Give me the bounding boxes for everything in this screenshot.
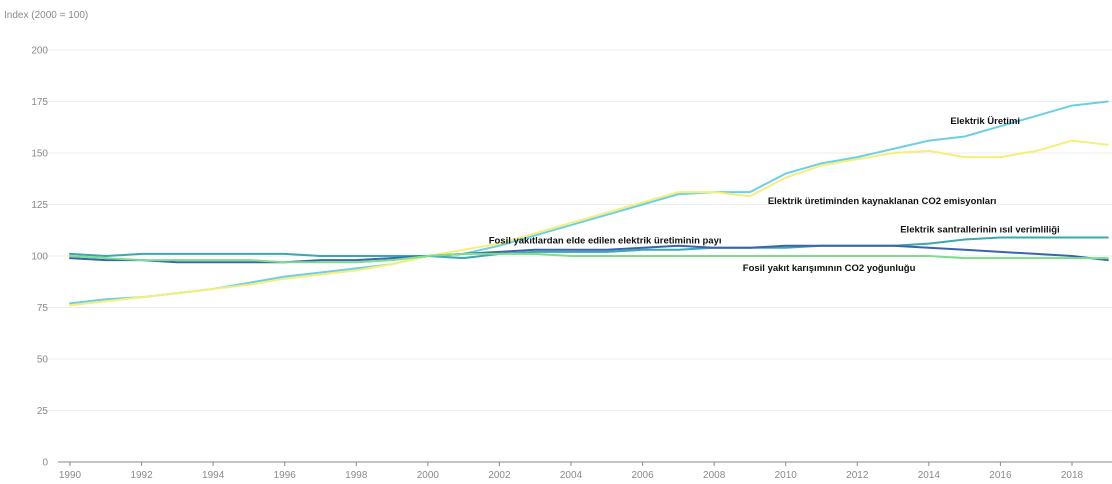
x-tick-label: 1992 [130, 470, 153, 481]
y-tick-label: 125 [31, 200, 48, 211]
x-tick-label: 2010 [775, 470, 798, 481]
y-tick-label: 50 [37, 355, 49, 366]
y-tick-label: 175 [31, 97, 48, 108]
x-tick-label: 1996 [274, 470, 297, 481]
y-tick-label: 100 [31, 252, 48, 263]
x-tick-label: 2016 [989, 470, 1012, 481]
y-tick-label: 200 [31, 46, 48, 57]
grid-lines [40, 49, 1112, 411]
series-lines [69, 100, 1109, 307]
x-tick-label: 2014 [918, 470, 941, 481]
series-label-4: Fosil yakıtlardan elde edilen elektrik ü… [489, 235, 722, 246]
x-tick-label: 2002 [488, 470, 511, 481]
series-label-2: Elektrik üretiminden kaynaklanan CO2 emi… [768, 196, 997, 207]
x-tick-label: 1998 [345, 470, 368, 481]
series-label-1: Elektrik Üretimi [950, 116, 1020, 127]
y-tick-label: 25 [37, 406, 49, 417]
x-tick-label: 1990 [59, 470, 82, 481]
y-axis-title: Index (2000 = 100) [4, 10, 88, 21]
x-tick-labels: 1990 1992 1994 1996 1998 2000 2002 2004 2006 2008… [59, 462, 1084, 481]
series-line-3 [69, 236, 1109, 260]
x-tick-label: 2008 [703, 470, 726, 481]
x-tick-label: 1994 [202, 470, 225, 481]
series-line-1 [69, 100, 1109, 305]
y-tick-label: 150 [31, 149, 48, 160]
x-tick-label: 2006 [631, 470, 654, 481]
x-tick-label: 2000 [417, 470, 440, 481]
x-tick-label: 2018 [1061, 470, 1084, 481]
series-label-5: Fosil yakıt karışımının CO2 yoğunluğu [743, 263, 916, 274]
series-line-2 [69, 139, 1109, 307]
series-line-4 [69, 244, 1109, 264]
x-tick-label: 2004 [560, 470, 583, 481]
series-label-3: Elektrik santrallerinin ısıl verimliliği [900, 224, 1059, 235]
y-tick-label: 0 [42, 458, 48, 469]
series-line-5 [69, 252, 1109, 264]
series-labels: Elektrik Üretimi Elektrik üretiminden kay… [489, 116, 1060, 274]
y-tick-label: 75 [37, 303, 49, 314]
x-tick-label: 2012 [846, 470, 869, 481]
y-tick-labels: 0 25 50 75 100 125 150 175 200 [31, 46, 48, 469]
